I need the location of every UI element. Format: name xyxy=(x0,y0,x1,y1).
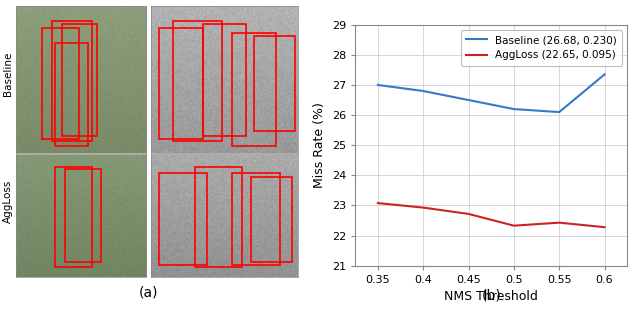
Bar xyxy=(251,176,292,262)
Text: (a): (a) xyxy=(139,286,159,300)
Baseline (26.68, 0.230) xyxy=(601,73,609,76)
Bar xyxy=(52,21,92,142)
Bar xyxy=(61,24,97,136)
Baseline (26.68, 0.230) xyxy=(419,89,427,93)
Baseline (26.68, 0.230) xyxy=(374,83,381,87)
Bar xyxy=(202,24,246,136)
Bar xyxy=(195,167,242,267)
AggLoss (22.65, 0.095) xyxy=(601,225,609,229)
Bar xyxy=(55,167,92,267)
Bar xyxy=(42,28,79,138)
Y-axis label: Miss Rate (%): Miss Rate (%) xyxy=(314,102,326,188)
X-axis label: NMS Threshold: NMS Threshold xyxy=(444,290,538,303)
AggLoss (22.65, 0.095) xyxy=(556,221,563,225)
Bar xyxy=(173,21,221,142)
AggLoss (22.65, 0.095) xyxy=(465,212,472,216)
AggLoss (22.65, 0.095) xyxy=(510,224,518,227)
Text: Baseline: Baseline xyxy=(3,52,13,96)
Baseline (26.68, 0.230) xyxy=(465,98,472,102)
Line: AggLoss (22.65, 0.095): AggLoss (22.65, 0.095) xyxy=(378,203,605,227)
Line: Baseline (26.68, 0.230): Baseline (26.68, 0.230) xyxy=(378,74,605,112)
Bar xyxy=(159,28,202,138)
Baseline (26.68, 0.230) xyxy=(510,107,518,111)
Bar xyxy=(232,173,280,265)
Bar xyxy=(55,43,88,146)
AggLoss (22.65, 0.095) xyxy=(419,206,427,210)
Baseline (26.68, 0.230) xyxy=(556,110,563,114)
Text: (b): (b) xyxy=(481,289,501,303)
Legend: Baseline (26.68, 0.230), AggLoss (22.65, 0.095): Baseline (26.68, 0.230), AggLoss (22.65,… xyxy=(461,30,622,66)
Bar xyxy=(253,36,294,131)
Bar xyxy=(65,169,100,262)
Text: AggLoss: AggLoss xyxy=(3,179,13,222)
Bar xyxy=(159,173,207,265)
AggLoss (22.65, 0.095) xyxy=(374,201,381,205)
Bar xyxy=(232,33,276,146)
